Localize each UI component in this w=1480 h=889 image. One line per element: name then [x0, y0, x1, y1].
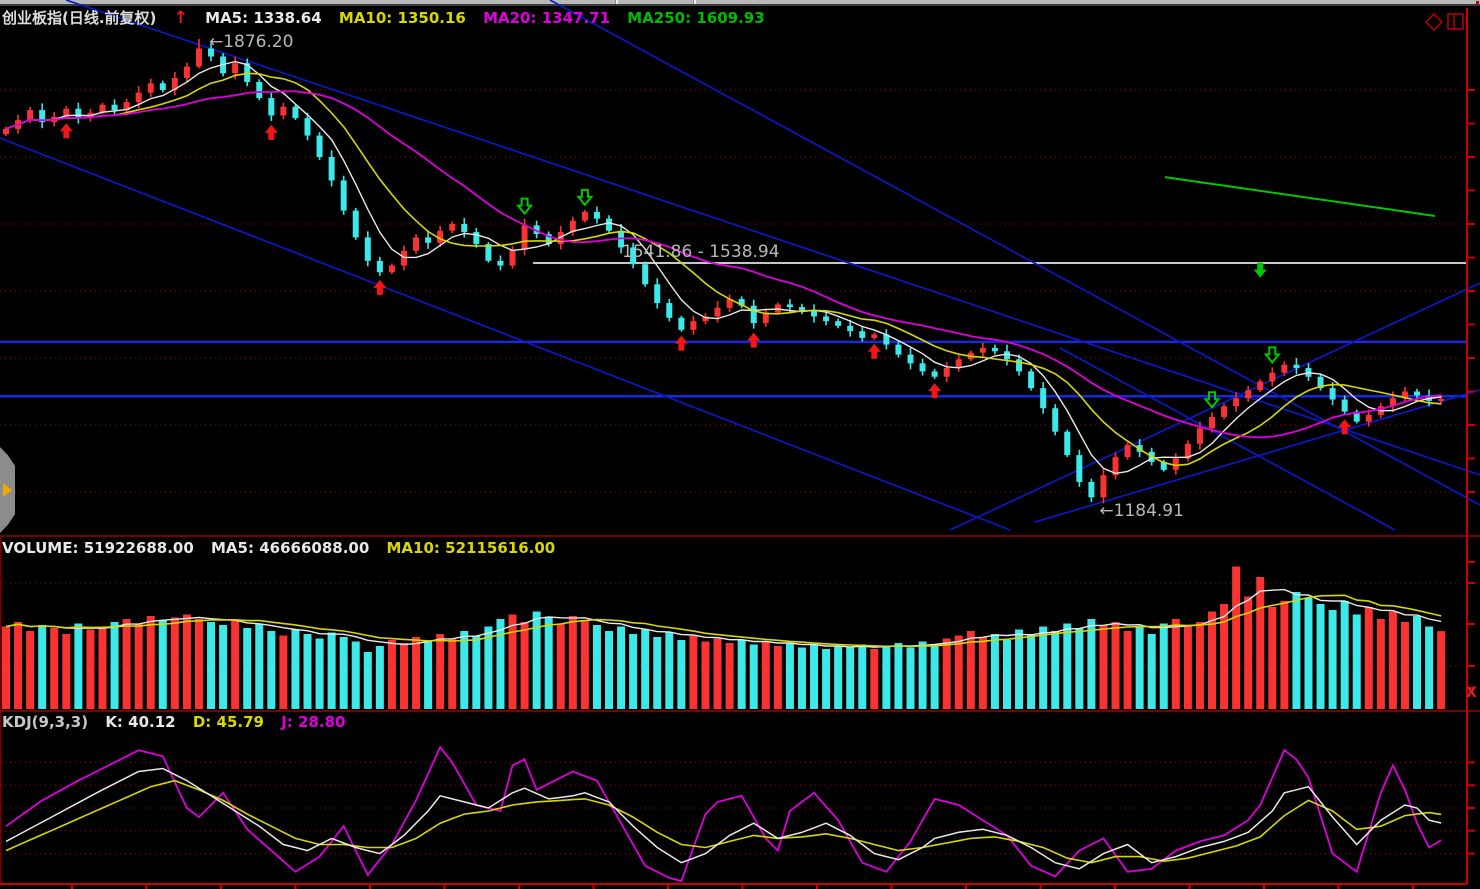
volume-ma5-value: MA5: 46666088.00 [211, 539, 370, 557]
ma10-value: MA10: 1350.16 [338, 9, 466, 27]
main-chart-header: 创业板指(日线.前复权) ↑ MA5: 1338.64 MA10: 1350.1… [2, 7, 777, 28]
volume-value: VOLUME: 51922688.00 [2, 539, 194, 557]
kdj-label: KDJ(9,3,3) [2, 713, 89, 731]
split-window-icon[interactable] [1447, 13, 1465, 31]
svg-text:←1184.91: ←1184.91 [1099, 501, 1184, 521]
svg-text:←1876.20: ←1876.20 [209, 32, 294, 52]
ma250-value: MA250: 1609.93 [627, 9, 765, 27]
volume-panel-header: VOLUME: 51922688.00 MA5: 46666088.00 MA1… [2, 539, 567, 557]
kdj-panel-header: KDJ(9,3,3) K: 40.12 D: 45.79 J: 28.80 [2, 713, 357, 731]
kdj-j-value: J: 28.80 [281, 713, 346, 731]
kdj-gridlines [0, 761, 1462, 855]
sell-signal-arrow [1253, 262, 1267, 278]
kdj-k-value: K: 40.12 [105, 713, 176, 731]
trendlines [0, 0, 1480, 531]
ma20-value: MA20: 1347.71 [483, 9, 611, 27]
svg-text:1541.86 - 1538.94: 1541.86 - 1538.94 [622, 242, 780, 262]
panel-frame [0, 8, 1480, 889]
signal-markers [59, 123, 1352, 435]
toolbar-edge [0, 0, 1480, 6]
price-gridlines [0, 89, 1462, 493]
buy-signal-arrow [747, 332, 761, 348]
side-panel-expander[interactable] [0, 447, 15, 533]
toolbar-separator [693, 0, 696, 4]
volume-panel-close-button[interactable]: X [1466, 685, 1477, 701]
buy-signal-arrow [1338, 419, 1352, 435]
instrument-title: 创业板指(日线.前复权) [2, 9, 157, 27]
buy-signal-arrow [928, 383, 942, 399]
sell-signal-arrow [576, 188, 594, 207]
buy-signal-arrow [59, 123, 73, 139]
kdj-d-value: D: 45.79 [192, 713, 264, 731]
buy-signal-arrow [264, 124, 278, 140]
sell-signal-arrow [1263, 346, 1281, 364]
buy-signal-arrow [674, 335, 688, 351]
up-arrow-icon: ↑ [173, 8, 188, 28]
sell-signal-arrow [515, 197, 534, 216]
toolbar-mark [1476, 1, 1479, 4]
diamond-icon[interactable] [1424, 12, 1444, 32]
volume-ma-lines [5, 588, 1442, 648]
price-ma-lines [5, 60, 1442, 475]
kdj-lines [5, 745, 1442, 883]
level-lines [0, 261, 1467, 398]
toolbar-separator [615, 0, 618, 4]
volume-ma10-value: MA10: 52115616.00 [386, 539, 556, 557]
sell-signal-arrow [1203, 391, 1221, 409]
ma5-value: MA5: 1338.64 [205, 9, 322, 27]
buy-signal-arrow [373, 279, 387, 295]
buy-signal-arrow [867, 343, 881, 359]
price-annotations: ←1876.20 1541.86 - 1538.94 ←1184.91 [209, 32, 1184, 521]
expand-arrow-icon [3, 483, 12, 497]
ma250-line [1164, 176, 1436, 217]
volume-bars [2, 566, 1446, 709]
